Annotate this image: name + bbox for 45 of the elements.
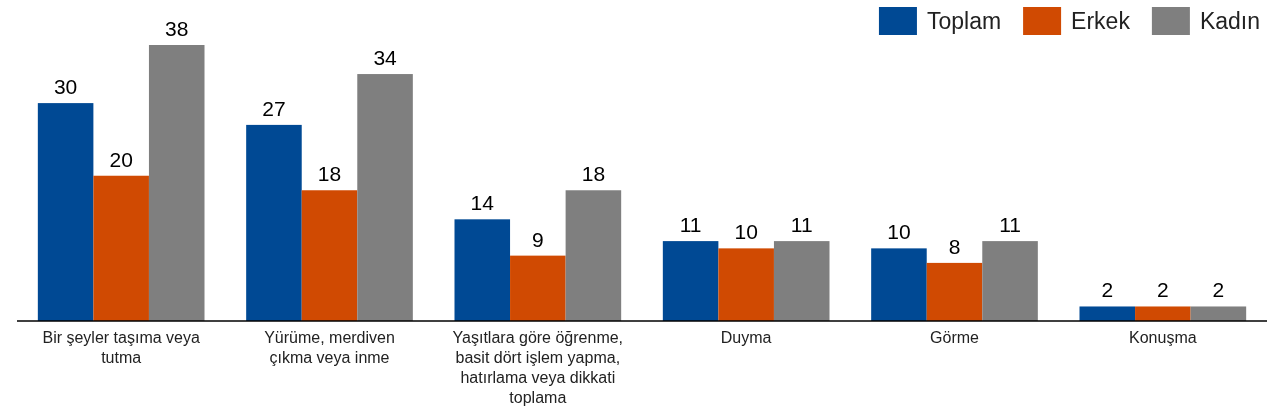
data-label: 10	[734, 220, 758, 244]
bar	[93, 175, 149, 321]
data-label: 27	[262, 96, 286, 120]
data-label: 10	[887, 220, 911, 244]
x-tick-label: Konuşma	[1129, 329, 1197, 346]
bar	[301, 190, 358, 321]
x-tick-label: Görme	[930, 329, 980, 346]
bar	[718, 248, 774, 321]
data-label: 8	[948, 234, 961, 258]
data-label: 2	[1156, 278, 1169, 302]
bar	[148, 45, 205, 321]
data-label: 11	[999, 213, 1021, 237]
bar	[454, 219, 511, 321]
legend-label: Toplam	[926, 8, 1002, 34]
bar	[1135, 306, 1191, 321]
data-label: 30	[53, 75, 78, 99]
bar	[982, 241, 1038, 321]
bar	[565, 190, 622, 321]
bar	[926, 262, 983, 321]
data-label: 18	[581, 162, 606, 186]
bar	[510, 255, 566, 321]
data-label: 18	[317, 162, 342, 186]
x-tick-label: Bir şeyler taşıma veya tutma	[42, 329, 200, 366]
legend-label: Kadın	[1199, 8, 1260, 34]
data-label: 34	[373, 46, 398, 70]
bar	[662, 241, 719, 321]
x-tick-label: Yaşıtlara göre öğrenme, basit dört işlem yapma, hatırlama veya dikkati toplama	[452, 329, 624, 406]
bar	[1190, 306, 1247, 321]
data-label: 38	[165, 17, 189, 40]
x-tick-label: Duyma	[720, 329, 772, 346]
data-label: 9	[531, 227, 544, 251]
bar	[1079, 306, 1136, 321]
data-label: 2	[1101, 278, 1114, 302]
data-label: 20	[109, 147, 133, 171]
data-label: 11	[679, 213, 702, 237]
x-tick-label: Yürüme, merdiven çıkma veya inme	[264, 329, 395, 366]
legend-label: Erkek	[1071, 8, 1131, 34]
bar	[246, 124, 302, 321]
data-label: 11	[790, 213, 813, 237]
bar	[357, 74, 413, 321]
data-label: 2	[1212, 278, 1225, 302]
bar	[871, 248, 927, 321]
bar	[37, 103, 94, 321]
data-label: 14	[470, 191, 495, 215]
bar	[773, 241, 830, 321]
